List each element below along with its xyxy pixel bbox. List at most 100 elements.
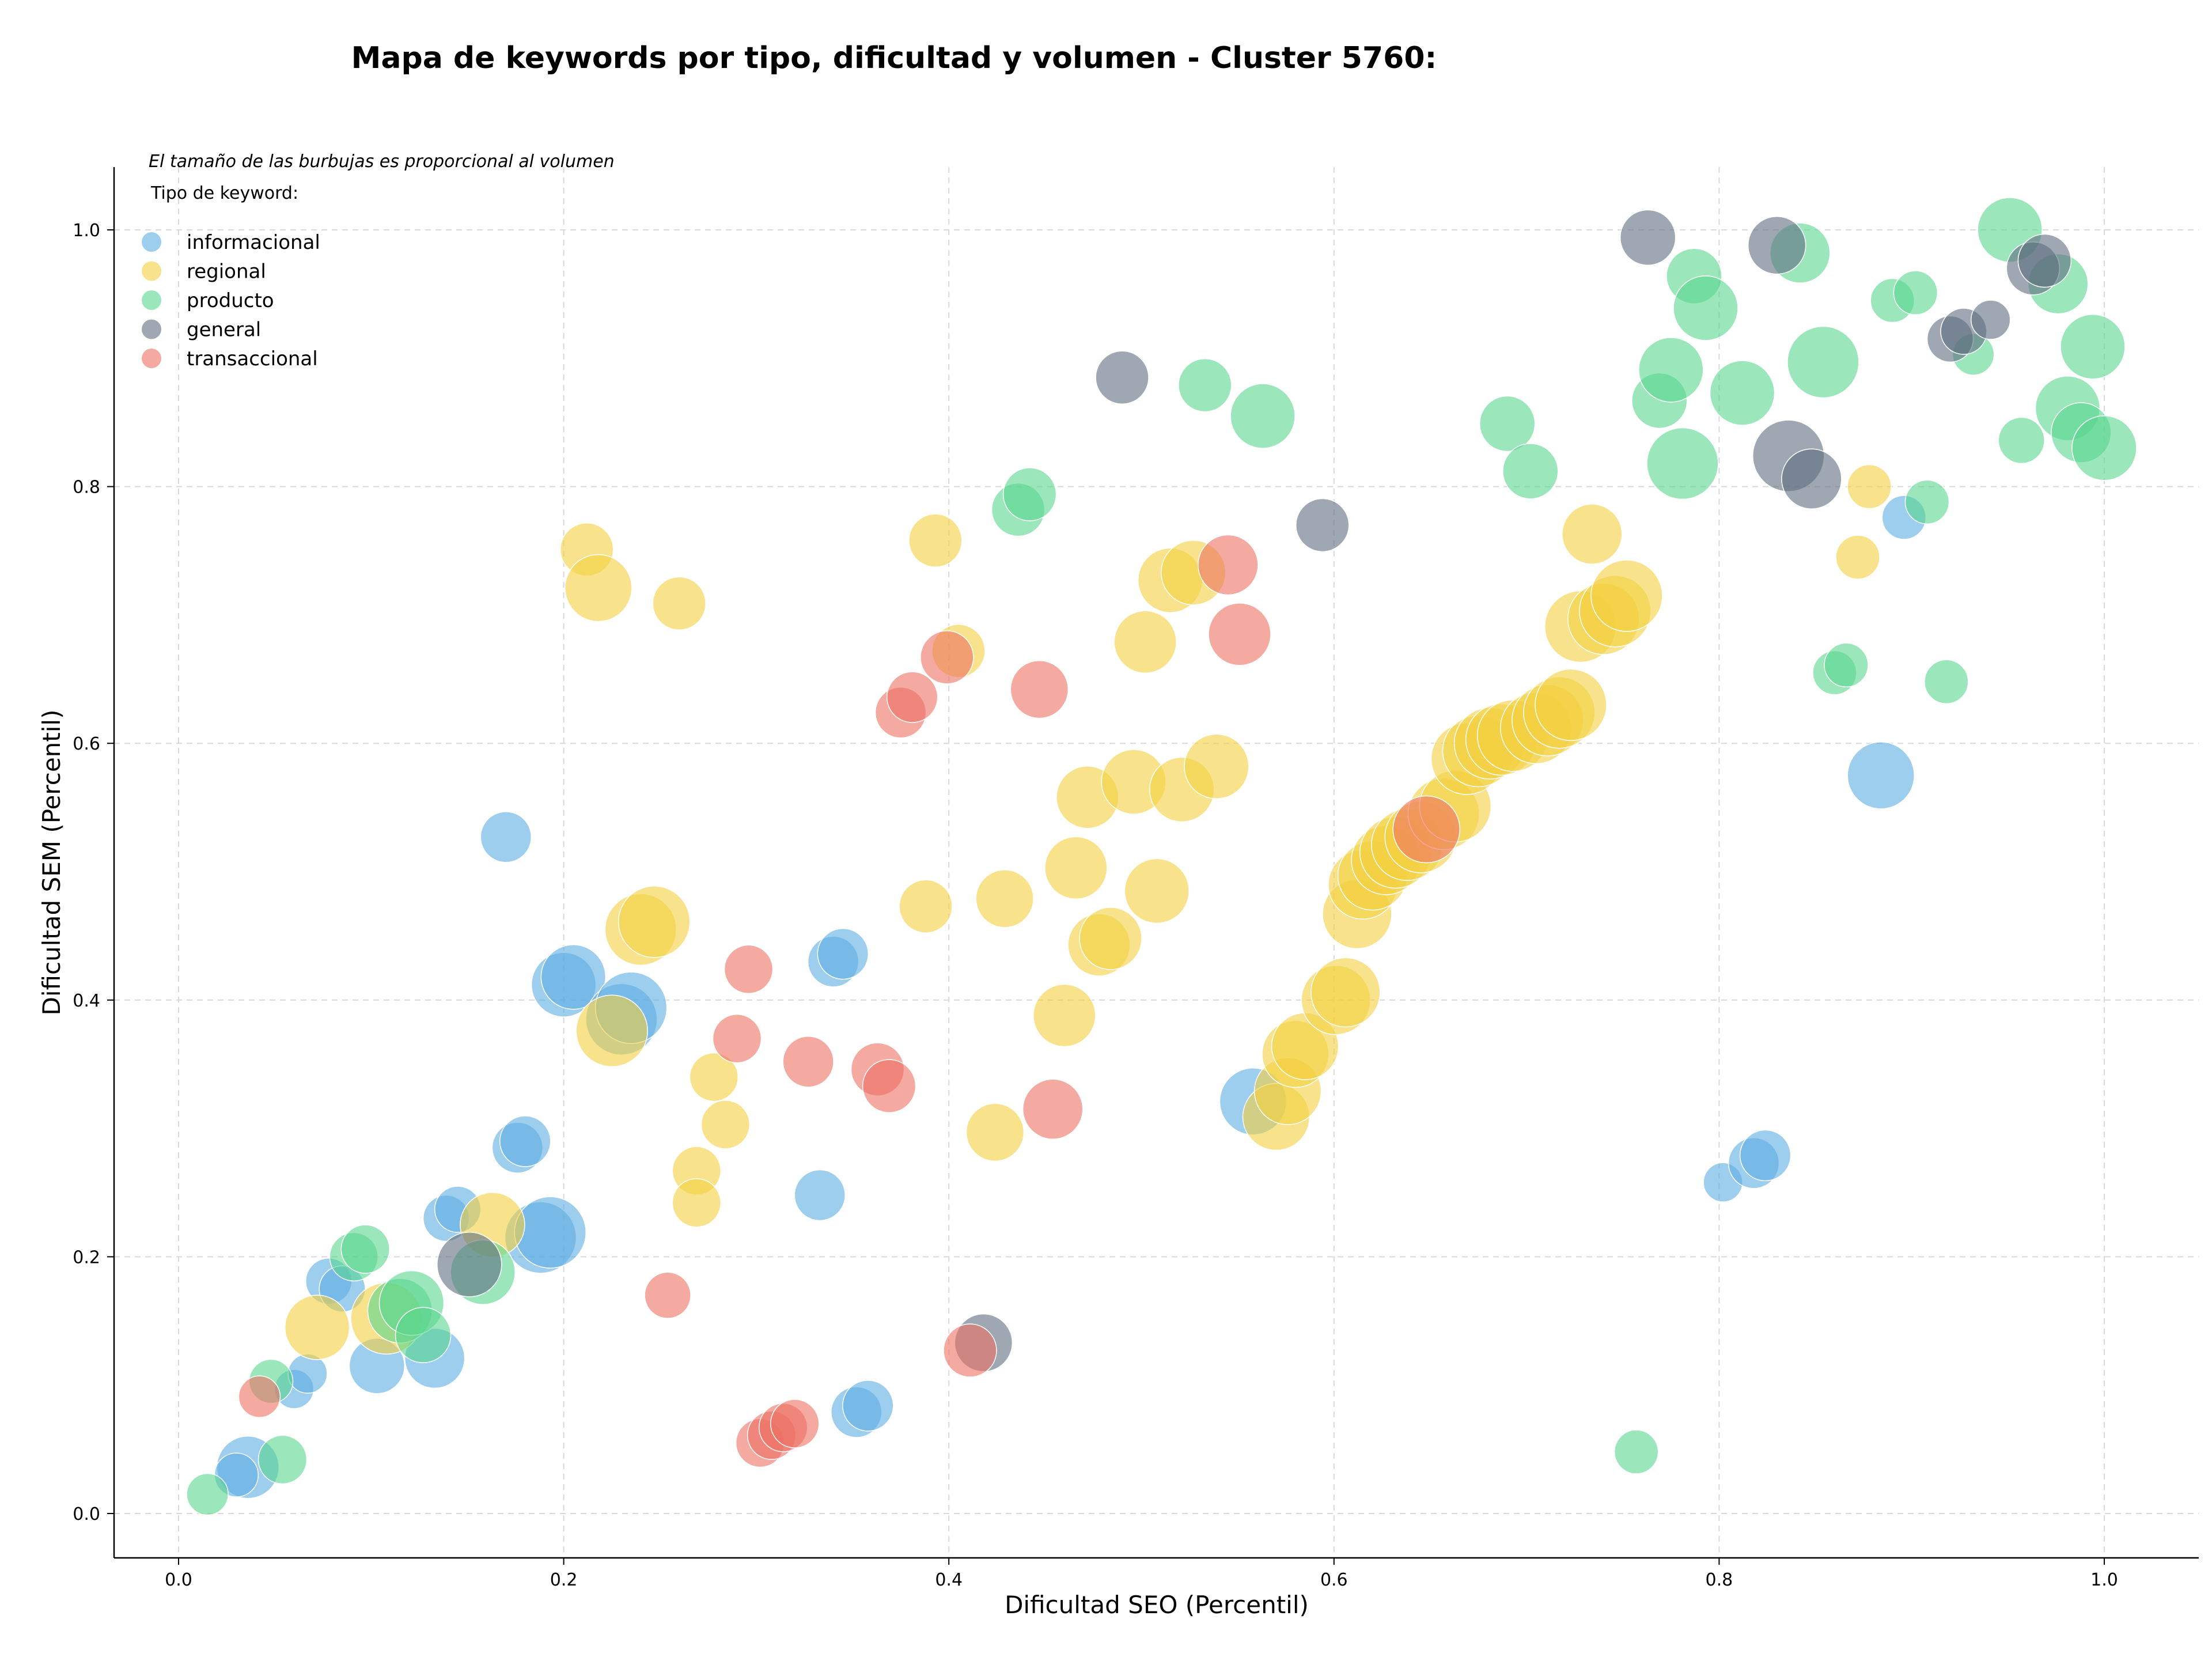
bubble-producto <box>1002 467 1057 521</box>
bubble-general <box>1781 448 1842 509</box>
bubble-general <box>1747 215 1806 275</box>
series-general <box>437 209 2072 1372</box>
x-axis-label: Dificultad SEO (Percentil) <box>1005 1591 1309 1619</box>
bubble-producto <box>1904 479 1950 525</box>
bubble-transaccional <box>238 1375 281 1418</box>
legend-marker <box>142 261 161 281</box>
bubble-informacional <box>794 1169 846 1221</box>
bubble-transaccional <box>1208 603 1271 666</box>
legend-label: transaccional <box>187 347 318 370</box>
bubble-informacional <box>1847 741 1915 809</box>
x-tick-label: 0.0 <box>165 1570 192 1590</box>
bubble-transaccional <box>712 1013 762 1064</box>
bubble-regional <box>700 1100 751 1149</box>
bubble-producto <box>1479 395 1536 452</box>
legend-label: general <box>187 319 261 342</box>
bubble-producto <box>1673 275 1738 341</box>
legend-marker <box>142 290 161 310</box>
bubble-regional <box>672 1178 722 1228</box>
legend-label: informacional <box>187 231 320 254</box>
bubble-layer <box>186 197 2137 1516</box>
bubble-producto <box>1893 270 1938 315</box>
legend-item-regional: regional <box>142 260 266 283</box>
legend-item-general: general <box>142 319 261 342</box>
bubble-regional <box>965 1103 1025 1162</box>
bubble-producto <box>186 1473 229 1516</box>
bubble-general <box>437 1232 502 1297</box>
x-ticks: 0.0 0.2 0.4 0.6 0.8 1.0 <box>165 1558 2118 1590</box>
bubble-regional <box>284 1295 350 1360</box>
bubble-producto <box>1230 383 1296 449</box>
bubble-producto <box>1502 443 1559 500</box>
bubble-producto <box>395 1307 452 1364</box>
legend-marker <box>142 349 161 368</box>
bubble-producto <box>1638 337 1704 403</box>
x-tick-label: 0.4 <box>935 1570 963 1590</box>
bubble-informacional <box>842 1380 894 1432</box>
bubble-regional <box>1590 559 1663 632</box>
bubble-informacional <box>1739 1129 1791 1182</box>
bubble-general <box>1619 209 1676 266</box>
legend-label: regional <box>187 260 266 283</box>
y-tick-label: 0.2 <box>73 1247 100 1267</box>
bubble-regional <box>1079 907 1142 970</box>
bubble-producto <box>1178 358 1232 413</box>
bubble-producto <box>1787 326 1859 399</box>
y-ticks: 0.0 0.2 0.4 0.6 0.8 1.0 <box>73 221 114 1524</box>
bubble-regional <box>1044 836 1108 900</box>
legend-label: producto <box>187 289 274 312</box>
bubble-transaccional <box>943 1323 997 1378</box>
y-tick-label: 0.6 <box>73 734 100 754</box>
legend-item-transaccional: transaccional <box>142 347 318 370</box>
legend-title: Tipo de keyword: <box>150 183 298 203</box>
bubble-regional <box>575 994 648 1068</box>
y-tick-label: 1.0 <box>73 221 100 241</box>
bubble-regional <box>1124 858 1190 924</box>
bubble-producto <box>1646 427 1719 500</box>
bubble-informacional <box>287 1353 328 1394</box>
bubble-regional <box>689 1052 739 1102</box>
bubble-transaccional <box>1010 660 1069 719</box>
bubble-regional <box>899 879 953 933</box>
bubble-producto <box>1924 659 1969 705</box>
bubble-general <box>1095 350 1149 404</box>
bubble-informacional <box>514 1196 586 1269</box>
bubble-informacional <box>480 811 532 863</box>
bubble-transaccional <box>920 630 974 684</box>
legend-item-informacional: informacional <box>142 231 320 254</box>
bubble-transaccional <box>862 1059 916 1113</box>
bubble-regional <box>1835 535 1880 580</box>
legend-marker <box>142 232 161 252</box>
bubble-transaccional <box>886 671 938 723</box>
x-tick-label: 0.8 <box>1706 1570 1733 1590</box>
bubble-regional <box>1847 464 1892 509</box>
bubble-regional <box>1184 733 1249 800</box>
bubble-transaccional <box>1198 534 1259 596</box>
bubble-regional <box>565 554 632 622</box>
bubble-producto <box>2071 415 2137 481</box>
bubble-regional <box>1033 983 1096 1047</box>
bubble-regional <box>908 513 963 567</box>
axes <box>113 167 2199 1559</box>
bubble-regional <box>1535 668 1607 741</box>
y-tick-label: 0.8 <box>73 478 100 498</box>
bubble-transaccional <box>770 1399 820 1448</box>
y-tick-label: 0.4 <box>73 991 100 1011</box>
bubble-informacional <box>540 944 607 1010</box>
bubble-transaccional <box>1392 795 1461 864</box>
bubble-regional <box>618 886 691 958</box>
bubble-producto <box>340 1224 391 1274</box>
bubble-producto <box>1613 1429 1659 1474</box>
y-tick-label: 0.0 <box>73 1504 100 1524</box>
bubble-producto <box>1824 642 1869 688</box>
chart-title: Mapa de keywords por tipo, dificultad y … <box>351 41 1437 75</box>
bubble-regional <box>975 869 1034 928</box>
bubble-regional <box>652 576 706 631</box>
legend: informacional regional producto general tran… <box>142 231 320 370</box>
series-producto <box>186 197 2137 1516</box>
legend-marker <box>142 319 161 339</box>
series-transaccional <box>238 534 1461 1468</box>
bubble-producto <box>1998 417 2046 464</box>
bubble-transaccional <box>724 944 774 994</box>
